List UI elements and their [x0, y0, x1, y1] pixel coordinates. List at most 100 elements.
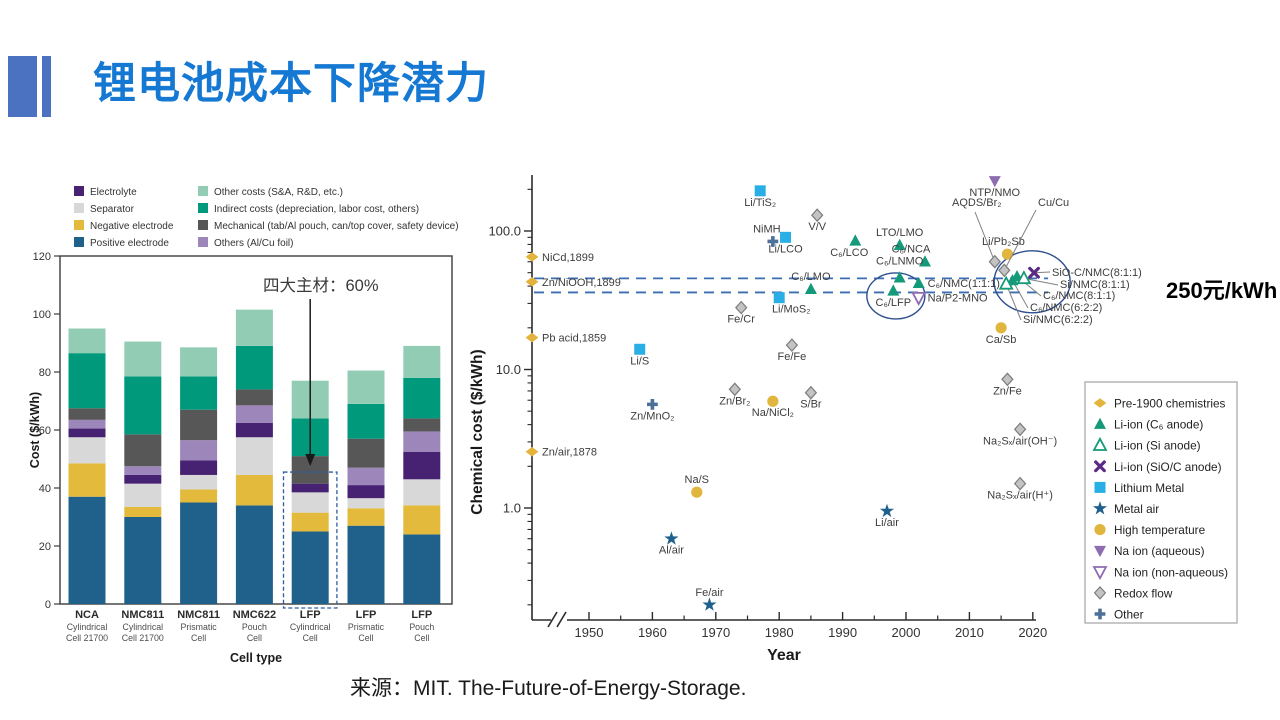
svg-text:AQDS/Br₂: AQDS/Br₂: [952, 197, 1002, 209]
svg-text:0: 0: [45, 599, 51, 611]
svg-text:C₆/LMO: C₆/LMO: [791, 271, 831, 283]
svg-text:Li/S: Li/S: [630, 355, 649, 367]
svg-text:1960: 1960: [638, 625, 667, 640]
svg-text:1950: 1950: [575, 625, 604, 640]
svg-text:High temperature: High temperature: [1114, 523, 1206, 537]
svg-text:Na ion (aqueous): Na ion (aqueous): [1114, 544, 1205, 558]
svg-text:C₆/NMC(6:2:2): C₆/NMC(6:2:2): [1030, 302, 1102, 314]
svg-text:LFP: LFP: [300, 609, 321, 621]
svg-text:Prismatic: Prismatic: [181, 622, 218, 632]
svg-text:NiCd,1899: NiCd,1899: [542, 252, 594, 264]
svg-text:Na₂Sₓ/air(OH⁻): Na₂Sₓ/air(OH⁻): [983, 435, 1057, 447]
svg-text:Negative electrode: Negative electrode: [90, 221, 174, 232]
svg-text:Li/MoS₂: Li/MoS₂: [772, 304, 811, 316]
svg-text:100: 100: [33, 309, 51, 321]
svg-text:20: 20: [39, 541, 51, 553]
svg-text:Cylindrical: Cylindrical: [123, 622, 164, 632]
svg-text:Cell: Cell: [247, 633, 262, 643]
svg-text:1990: 1990: [828, 625, 857, 640]
svg-text:Zn/Br₂: Zn/Br₂: [719, 395, 750, 407]
svg-text:Cylindrical: Cylindrical: [67, 622, 108, 632]
svg-text:Pouch: Pouch: [242, 622, 267, 632]
svg-text:Li/LCO: Li/LCO: [768, 243, 803, 255]
svg-text:Na ion (non-aqueous): Na ion (non-aqueous): [1114, 565, 1228, 579]
svg-text:Na/P2-MNO: Na/P2-MNO: [928, 293, 988, 305]
svg-text:Zn/Fe: Zn/Fe: [993, 385, 1022, 397]
svg-text:Other: Other: [1114, 608, 1144, 622]
svg-text:2020: 2020: [1018, 625, 1047, 640]
svg-text:Metal air: Metal air: [1114, 502, 1159, 516]
svg-text:Ca/Sb: Ca/Sb: [986, 334, 1017, 346]
svg-text:Na/S: Na/S: [685, 474, 709, 486]
svg-text:40: 40: [39, 483, 51, 495]
svg-text:Chemical cost ($/kWh): Chemical cost ($/kWh): [469, 349, 486, 514]
svg-text:C₆/LFP: C₆/LFP: [876, 297, 912, 309]
svg-text:Na₂Sₓ/air(H⁺): Na₂Sₓ/air(H⁺): [987, 490, 1053, 502]
svg-text:Si/NMC(8:1:1): Si/NMC(8:1:1): [1060, 279, 1130, 291]
svg-text:Year: Year: [767, 647, 801, 664]
svg-text:Cell 21700: Cell 21700: [122, 633, 164, 643]
svg-text:Prismatic: Prismatic: [348, 622, 385, 632]
svg-text:2010: 2010: [955, 625, 984, 640]
svg-text:Fe/Fe: Fe/Fe: [778, 351, 807, 363]
title-accent-block: [8, 56, 37, 117]
svg-text:LFP: LFP: [411, 609, 432, 621]
svg-text:Zn/air,1878: Zn/air,1878: [542, 447, 597, 459]
svg-text:Separator: Separator: [90, 204, 135, 215]
svg-text:Indirect costs (depreciation,: Indirect costs (depreciation, labor cost…: [214, 204, 419, 215]
svg-text:Positive electrode: Positive electrode: [90, 238, 169, 249]
svg-text:Pouch: Pouch: [409, 622, 434, 632]
svg-text:C₆/NMC(1:1:1): C₆/NMC(1:1:1): [928, 278, 1000, 290]
svg-text:Other costs (S&A, R&D, etc.): Other costs (S&A, R&D, etc.): [214, 187, 343, 198]
svg-text:C₆/LNMO: C₆/LNMO: [876, 256, 924, 268]
svg-text:120: 120: [33, 251, 51, 263]
svg-text:Cell: Cell: [303, 633, 318, 643]
title-accent-bar: [42, 56, 51, 117]
svg-text:10.0: 10.0: [496, 362, 521, 377]
svg-text:Cell type: Cell type: [230, 651, 282, 665]
svg-text:Fe/Cr: Fe/Cr: [727, 314, 755, 326]
svg-text:Cu/Cu: Cu/Cu: [1038, 197, 1069, 209]
svg-text:C₆/NMC(8:1:1): C₆/NMC(8:1:1): [1043, 290, 1115, 302]
svg-text:60: 60: [39, 425, 51, 437]
svg-text:Cell: Cell: [358, 633, 373, 643]
svg-text:NTP/NMO: NTP/NMO: [969, 187, 1020, 199]
price-annotation: 250元/kWh: [1166, 278, 1278, 303]
svg-text:S/Br: S/Br: [800, 399, 822, 411]
svg-text:V/V: V/V: [808, 221, 826, 233]
svg-text:C₆/LCO: C₆/LCO: [830, 247, 868, 259]
svg-text:Si/NMC(6:2:2): Si/NMC(6:2:2): [1023, 314, 1093, 326]
svg-text:Zn/MnO₂: Zn/MnO₂: [630, 410, 674, 422]
svg-text:Li/TiS₂: Li/TiS₂: [744, 197, 776, 209]
source-citation: 来源：MIT. The-Future-of-Energy-Storage.: [350, 672, 746, 702]
svg-text:Li/air: Li/air: [875, 517, 899, 529]
svg-text:Na/NiCl₂: Na/NiCl₂: [752, 407, 794, 419]
svg-text:Li/Pb₂Sb: Li/Pb₂Sb: [982, 236, 1025, 248]
svg-text:四大主材：60%: 四大主材：60%: [263, 276, 379, 295]
svg-text:NCA: NCA: [75, 609, 99, 621]
svg-text:Others (Al/Cu foil): Others (Al/Cu foil): [214, 238, 293, 249]
svg-text:1.0: 1.0: [503, 501, 521, 516]
svg-text:Cost ($/kWh): Cost ($/kWh): [28, 392, 42, 468]
svg-text:LTO/LMO: LTO/LMO: [876, 227, 924, 239]
svg-text:NMC622: NMC622: [233, 609, 276, 621]
svg-text:Cell 21700: Cell 21700: [66, 633, 108, 643]
source-text: MIT. The-Future-of-Energy-Storage.: [413, 677, 747, 700]
svg-text:Electrolyte: Electrolyte: [90, 187, 137, 198]
svg-text:Lithium Metal: Lithium Metal: [1114, 481, 1184, 495]
svg-text:Pre-1900 chemistries: Pre-1900 chemistries: [1114, 397, 1226, 411]
svg-text:C₆/NCA: C₆/NCA: [892, 244, 931, 256]
svg-text:Cylindrical: Cylindrical: [290, 622, 331, 632]
svg-text:LFP: LFP: [356, 609, 377, 621]
svg-text:SiO-C/NMC(8:1:1): SiO-C/NMC(8:1:1): [1052, 267, 1142, 279]
svg-text:Cell: Cell: [191, 633, 206, 643]
svg-text:Fe/air: Fe/air: [695, 587, 723, 599]
svg-text:100.0: 100.0: [488, 224, 521, 239]
svg-text:Li-ion (C₆ anode): Li-ion (C₆ anode): [1114, 418, 1203, 432]
svg-text:NMC811: NMC811: [121, 609, 164, 621]
svg-text:Redox flow: Redox flow: [1114, 586, 1173, 600]
slide-title: 锂电池成本下降潜力: [93, 60, 489, 108]
svg-text:80: 80: [39, 367, 51, 379]
